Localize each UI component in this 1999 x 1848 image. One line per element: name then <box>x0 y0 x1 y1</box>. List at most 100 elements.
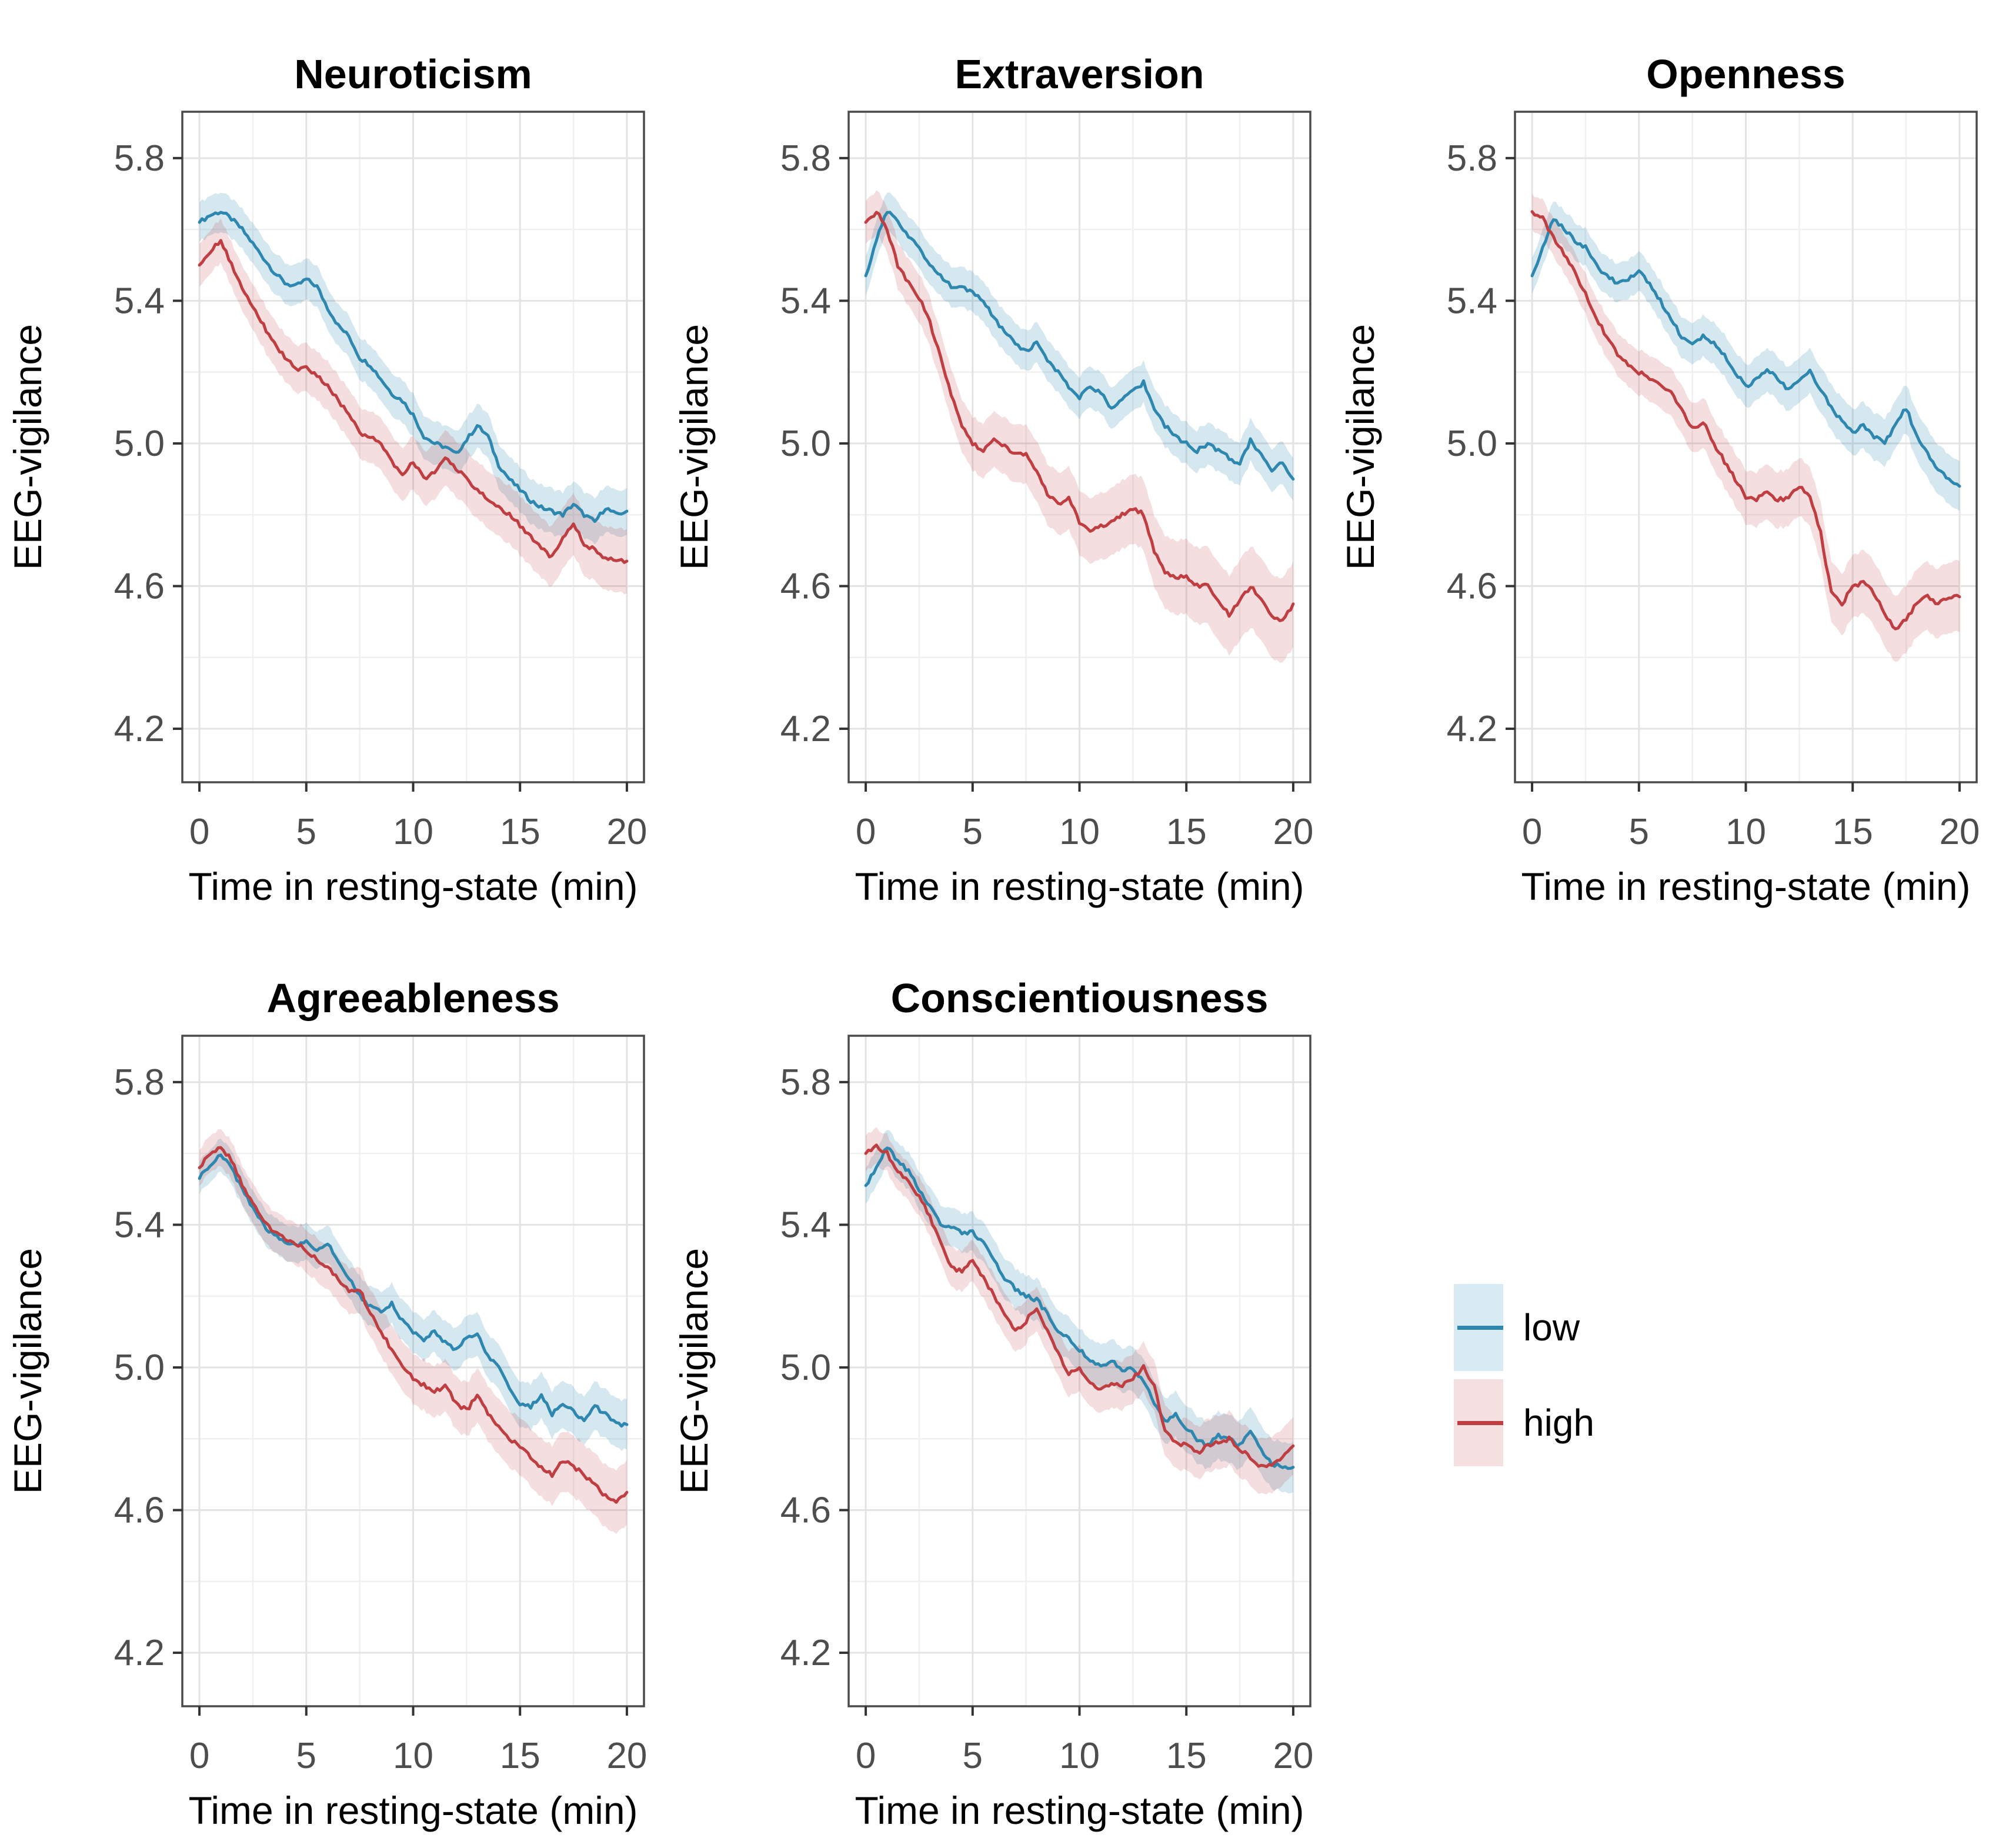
line-high <box>864 1143 1295 1469</box>
y-tick-label: 5.0 <box>780 1347 831 1388</box>
x-tick-label: 5 <box>1629 812 1649 852</box>
x-tick-label: 20 <box>1939 812 1980 852</box>
y-tick-label: 5.4 <box>114 281 165 321</box>
line-low <box>864 1146 1295 1470</box>
legend-cell: low high <box>1333 924 1999 1848</box>
band-high <box>1532 194 1960 662</box>
x-tick-label: 5 <box>296 812 316 852</box>
legend-swatch-high <box>1454 1379 1503 1466</box>
axis-ticks: 4.2 4.6 5.0 5.4 5.8 0 5 10 15 20 <box>780 138 1314 852</box>
y-tick-label: 5.4 <box>780 1205 831 1245</box>
panel-cell-agreeableness: 4.2 4.6 5.0 5.4 5.8 0 5 10 15 20 Agreeableness Time… <box>0 924 666 1848</box>
y-tick-label: 5.0 <box>114 423 165 464</box>
panel-cell-openness: 4.2 4.6 5.0 5.4 5.8 0 5 10 15 20 Openness Time in r… <box>1333 0 1999 924</box>
x-tick-label: 10 <box>1059 812 1100 852</box>
legend-swatch-low <box>1454 1284 1503 1371</box>
panel-extraversion: 4.2 4.6 5.0 5.4 5.8 0 5 10 15 20 Extraversion Time … <box>672 51 1314 908</box>
y-tick-label: 5.8 <box>780 1062 831 1103</box>
legend-line-low-icon <box>1457 1326 1503 1330</box>
x-tick-label: 20 <box>606 1736 647 1776</box>
x-axis-title: Time in resting-state (min) <box>855 865 1304 908</box>
y-tick-label: 5.0 <box>780 423 831 464</box>
legend-label-high: high <box>1523 1402 1594 1444</box>
panel-cell-conscientiousness: 4.2 4.6 5.0 5.4 5.8 0 5 10 15 20 Conscientiousness… <box>666 924 1333 1848</box>
y-tick-label: 4.6 <box>780 566 831 606</box>
x-tick-label: 15 <box>500 812 540 852</box>
axis-ticks: 4.2 4.6 5.0 5.4 5.8 0 5 10 15 20 <box>1447 138 1980 852</box>
series-area <box>864 1127 1295 1495</box>
panel-openness: 4.2 4.6 5.0 5.4 5.8 0 5 10 15 20 Openness Time in r… <box>1339 51 1980 908</box>
y-tick-label: 5.8 <box>114 1062 165 1103</box>
panel-conscientiousness: 4.2 4.6 5.0 5.4 5.8 0 5 10 15 20 Conscientiousness… <box>672 975 1314 1832</box>
x-tick-label: 20 <box>606 812 647 852</box>
band-high <box>199 1129 627 1535</box>
band-low <box>866 1130 1293 1493</box>
y-axis-title: EEG-vigilance <box>1339 324 1382 570</box>
panel-title: Neuroticism <box>294 51 532 97</box>
panel-cell-extraversion: 4.2 4.6 5.0 5.4 5.8 0 5 10 15 20 Extraversion Time … <box>666 0 1333 924</box>
x-tick-label: 15 <box>1833 812 1873 852</box>
line-low <box>1530 218 1961 488</box>
x-tick-label: 0 <box>189 1736 209 1776</box>
y-tick-label: 4.6 <box>1447 566 1497 606</box>
series-area <box>198 1129 629 1535</box>
x-tick-label: 10 <box>1059 1736 1100 1776</box>
x-tick-label: 10 <box>393 812 433 852</box>
y-axis-title: EEG-vigilance <box>672 324 716 570</box>
panel-title: Agreeableness <box>266 975 559 1021</box>
y-tick-label: 4.2 <box>1447 709 1497 749</box>
axis-ticks: 4.2 4.6 5.0 5.4 5.8 0 5 10 15 20 <box>114 1062 648 1776</box>
panel-title: Extraversion <box>955 51 1204 97</box>
legend-item-high: high <box>1454 1379 1594 1466</box>
panel-agreeableness: 4.2 4.6 5.0 5.4 5.8 0 5 10 15 20 Agreeableness Time… <box>6 975 648 1832</box>
x-tick-label: 5 <box>963 1736 983 1776</box>
y-axis-title: EEG-vigilance <box>6 324 49 570</box>
y-tick-label: 5.0 <box>114 1347 165 1388</box>
gridlines <box>182 1036 644 1706</box>
panel-title: Openness <box>1646 51 1845 97</box>
y-tick-label: 4.6 <box>780 1490 831 1530</box>
y-tick-label: 5.4 <box>780 281 831 321</box>
line-high <box>198 239 629 564</box>
x-tick-label: 15 <box>500 1736 540 1776</box>
axis-ticks: 4.2 4.6 5.0 5.4 5.8 0 5 10 15 20 <box>780 1062 1314 1776</box>
x-tick-label: 10 <box>1726 812 1766 852</box>
y-tick-label: 4.2 <box>114 709 165 749</box>
x-tick-label: 0 <box>189 812 209 852</box>
x-tick-label: 0 <box>856 812 876 852</box>
axis-ticks: 4.2 4.6 5.0 5.4 5.8 0 5 10 15 20 <box>114 138 648 852</box>
y-tick-label: 5.8 <box>1447 138 1497 179</box>
y-axis-title: EEG-vigilance <box>672 1248 716 1494</box>
y-tick-label: 4.2 <box>780 1633 831 1673</box>
series-area <box>1530 194 1961 662</box>
y-tick-label: 5.8 <box>114 138 165 179</box>
y-tick-label: 5.8 <box>780 138 831 179</box>
x-tick-label: 15 <box>1166 812 1207 852</box>
x-tick-label: 0 <box>1522 812 1542 852</box>
legend-line-high-icon <box>1457 1421 1503 1425</box>
y-tick-label: 5.4 <box>114 1205 165 1245</box>
x-tick-label: 15 <box>1166 1736 1207 1776</box>
band-low <box>1532 201 1960 512</box>
x-tick-label: 5 <box>963 812 983 852</box>
x-axis-title: Time in resting-state (min) <box>188 865 638 908</box>
x-tick-label: 10 <box>393 1736 433 1776</box>
x-axis-title: Time in resting-state (min) <box>188 1789 638 1832</box>
legend-label-low: low <box>1523 1306 1580 1349</box>
y-tick-label: 4.2 <box>114 1633 165 1673</box>
series-area <box>864 190 1295 663</box>
y-tick-label: 5.0 <box>1447 423 1497 464</box>
line-high <box>1530 210 1961 631</box>
line-low <box>198 211 629 523</box>
x-tick-label: 0 <box>856 1736 876 1776</box>
y-tick-label: 4.2 <box>780 709 831 749</box>
panel-cell-neuroticism: 4.2 4.6 5.0 5.4 5.8 0 5 10 15 20 Neuroticism Time i… <box>0 0 666 924</box>
band-low <box>866 192 1293 501</box>
line-low <box>864 211 1295 481</box>
panel-neuroticism: 4.2 4.6 5.0 5.4 5.8 0 5 10 15 20 Neuroticism Time i… <box>6 51 648 908</box>
series-area <box>198 192 629 595</box>
legend: low high <box>1454 1284 1594 1475</box>
gridlines <box>849 112 1310 782</box>
line-high <box>864 211 1295 622</box>
